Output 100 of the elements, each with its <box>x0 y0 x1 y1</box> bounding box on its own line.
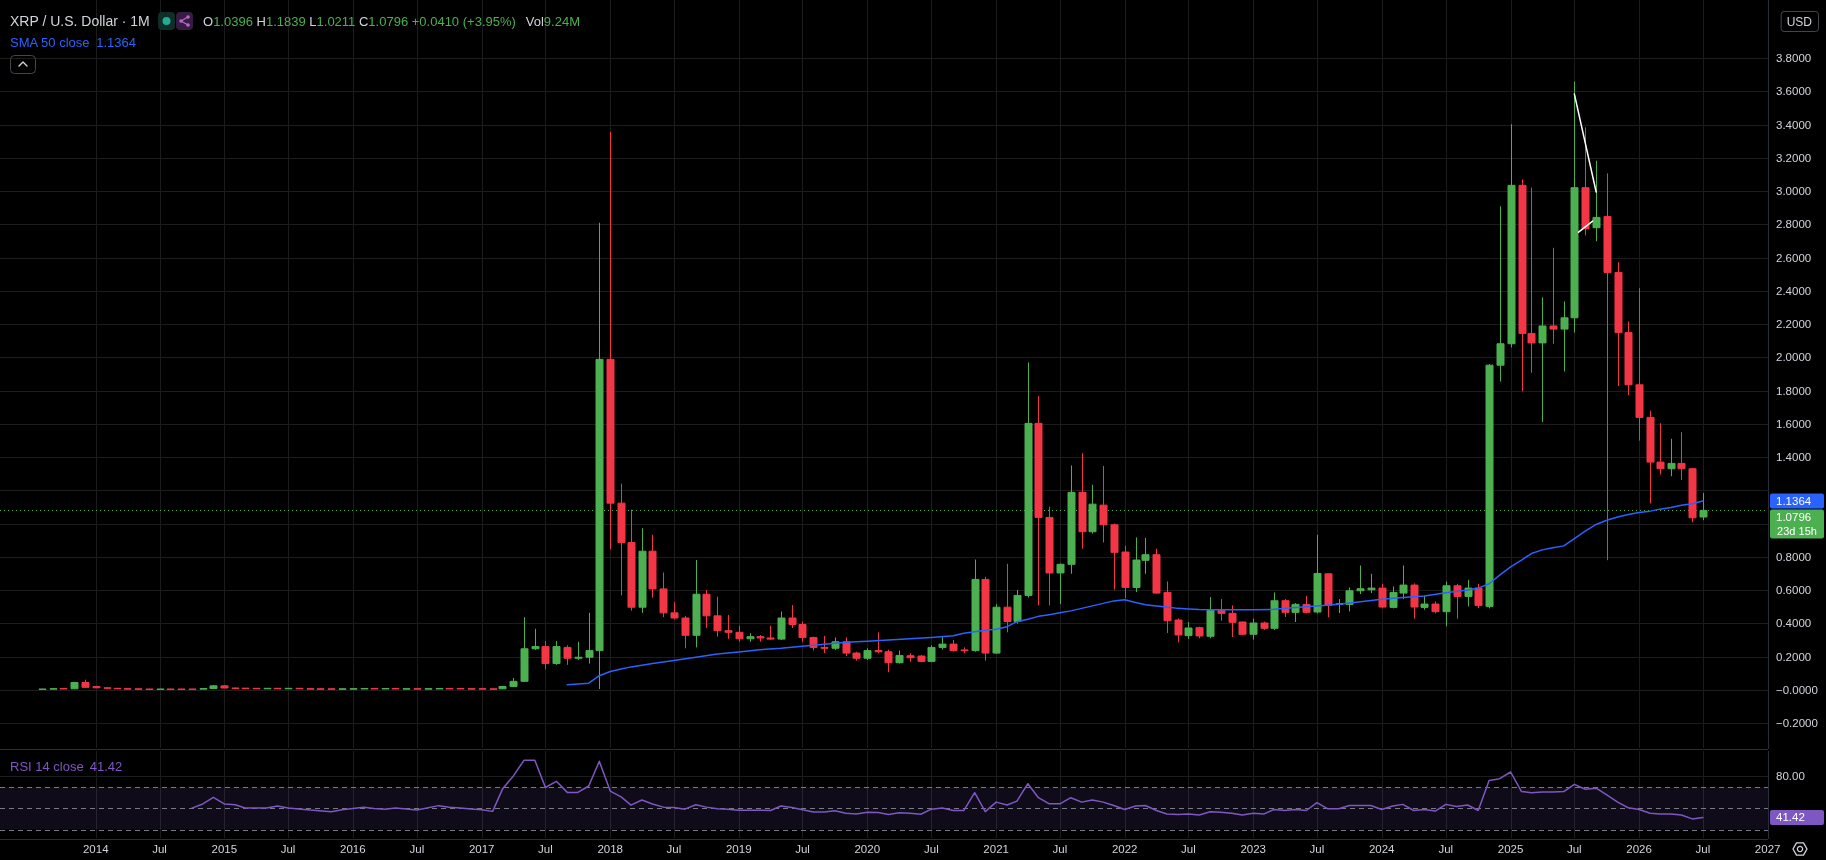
candlestick <box>467 687 476 690</box>
candlestick <box>1078 452 1087 550</box>
candlestick <box>413 687 422 690</box>
candlestick <box>1667 438 1676 477</box>
x-tick-label: 2027 <box>1754 843 1781 855</box>
candlestick <box>906 652 915 663</box>
x-tick-label: 2026 <box>1626 843 1652 855</box>
x-tick-label: Jul <box>795 843 810 855</box>
candlestick <box>992 603 1001 655</box>
y-tick-label: 1.6000 <box>1776 417 1812 430</box>
x-tick-label: 2023 <box>1240 843 1266 855</box>
y-tick-label: 1.1364 <box>1776 494 1812 507</box>
x-tick-label: 2021 <box>983 843 1009 855</box>
y-tick-label: 2.8000 <box>1776 218 1812 231</box>
annotation: Vol9.24M <box>525 14 580 29</box>
x-tick-label: Jul <box>1052 843 1068 855</box>
candlestick <box>1174 617 1183 643</box>
x-tick-label: Jul <box>538 843 553 855</box>
candlestick <box>1313 534 1322 614</box>
text: 23d 15h <box>1777 524 1817 537</box>
candlestick <box>1592 160 1601 242</box>
candlestick <box>1496 205 1505 383</box>
x-tick-label: 2019 <box>725 843 752 855</box>
candlestick <box>478 687 487 690</box>
candlestick <box>1410 582 1419 620</box>
text: O1.0396 H1.1839 L1.0211 C1.0796 +0.0410 (+3.95%) <box>203 14 516 29</box>
x-tick-label: Jul <box>409 843 425 855</box>
y-tick-label: 2.2000 <box>1776 318 1812 331</box>
candlestick <box>1507 123 1516 348</box>
candlestick <box>1420 595 1429 611</box>
candlestick <box>70 681 79 690</box>
candlestick <box>1088 484 1097 535</box>
candlestick <box>1356 564 1365 595</box>
candlestick <box>509 677 518 688</box>
candlestick <box>391 687 400 690</box>
candlestick <box>960 646 969 654</box>
line-series <box>566 500 1704 686</box>
candlestick <box>638 527 647 614</box>
x-tick-label: Jul <box>1181 843 1196 855</box>
x-tick-label: Jul <box>666 843 682 855</box>
y-tick-label: 3.0000 <box>1776 185 1812 198</box>
candlestick <box>1217 598 1226 622</box>
x-tick-label: Jul <box>152 843 167 855</box>
y-tick-label: 2.4000 <box>1776 284 1812 297</box>
x-tick-label: 2022 <box>1111 843 1138 855</box>
x-tick-label: 2018 <box>597 843 624 855</box>
x-tick-label: Jul <box>1566 843 1582 855</box>
candlestick <box>927 644 936 663</box>
x-tick-label: Jul <box>1438 843 1454 855</box>
x-tick-label: 2017 <box>468 843 495 855</box>
y-tick-label: 80.00 <box>1776 770 1805 783</box>
x-tick-label: 2015 <box>211 843 238 855</box>
candlestick <box>92 685 101 689</box>
y-tick-label: 0.2000 <box>1776 650 1812 663</box>
x-tick-label: 2016 <box>340 843 366 855</box>
candlestick <box>1538 296 1547 423</box>
candlestick <box>1099 465 1108 543</box>
candlestick <box>349 687 358 690</box>
candlestick <box>424 687 433 690</box>
candlestick <box>1152 548 1161 594</box>
candlestick <box>1184 621 1193 640</box>
candlestick <box>1024 361 1033 599</box>
y-tick-label: −0.2000 <box>1776 717 1818 730</box>
text: XRP / U.S. Dollar · 1M <box>10 13 150 29</box>
candlestick <box>456 687 465 690</box>
candlestick <box>49 687 58 690</box>
candlestick <box>574 641 583 661</box>
candlestick <box>648 534 657 599</box>
candlestick <box>713 596 722 638</box>
x-tick-label: Jul <box>924 843 939 855</box>
candlestick <box>445 687 454 690</box>
candlestick <box>1045 506 1054 606</box>
text: SMA 50 close <box>10 35 90 50</box>
candlestick <box>552 640 561 666</box>
candlestick <box>1453 583 1462 620</box>
candlestick <box>746 632 755 643</box>
candlestick <box>1195 626 1204 639</box>
candlestick <box>1163 580 1172 634</box>
candlestick <box>863 647 872 661</box>
candlestick <box>1110 523 1119 591</box>
candlestick <box>702 589 711 629</box>
y-tick-label: 3.8000 <box>1776 52 1812 65</box>
candlestick <box>1603 172 1612 561</box>
x-tick-label: Jul <box>1695 843 1711 855</box>
candlestick <box>435 687 444 690</box>
candlestick <box>338 687 347 690</box>
text: RSI 14 close <box>10 759 84 774</box>
y-tick-label: 3.2000 <box>1776 151 1812 164</box>
candlestick <box>1431 600 1440 614</box>
y-tick-label: 3.4000 <box>1776 118 1812 131</box>
candlestick <box>1034 395 1043 606</box>
y-tick-label: 0.8000 <box>1776 550 1812 563</box>
candlestick <box>1442 580 1451 627</box>
candlestick <box>1206 596 1215 639</box>
candlestick <box>670 601 679 620</box>
candlestick <box>531 628 540 651</box>
candlestick <box>1056 562 1065 605</box>
candlestick <box>1249 618 1258 641</box>
y-tick-label: −0.0000 <box>1776 683 1818 696</box>
y-tick-label: 1.4000 <box>1776 451 1812 464</box>
